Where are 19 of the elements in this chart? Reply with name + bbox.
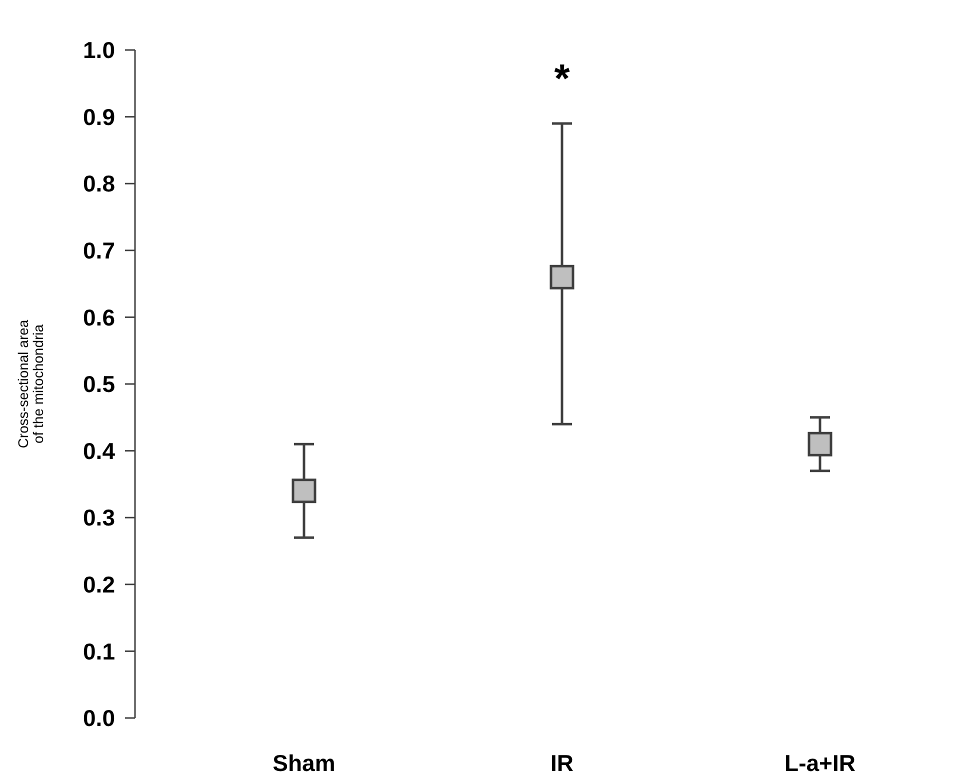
- y-tick-label: 0.5: [83, 371, 116, 398]
- point: [808, 432, 832, 456]
- x-tick-label: Sham: [272, 750, 336, 776]
- y-tick-label: 1.0: [83, 37, 115, 64]
- x-tick-label: L-a+IR: [784, 750, 856, 776]
- y-tick-label: 0.3: [83, 504, 115, 531]
- y-axis-title: Cross-sectional area of the mitochondria: [15, 320, 46, 448]
- point: [292, 478, 316, 504]
- y-tick-label: 0.7: [83, 237, 115, 264]
- y-tick-label: 0.8: [83, 170, 116, 197]
- y-tick-label: 0.4: [83, 438, 116, 464]
- y-tick-label: 0.9: [83, 104, 115, 130]
- point: [550, 264, 574, 290]
- y-tick-label: 0.1: [83, 638, 116, 664]
- y-tick-label: 0.0: [83, 705, 115, 732]
- annotation: *: [554, 57, 570, 101]
- y-tick-label: 0.6: [83, 304, 115, 330]
- y-tick-label: 0.2: [83, 571, 115, 598]
- x-tick-label: IR: [550, 750, 574, 776]
